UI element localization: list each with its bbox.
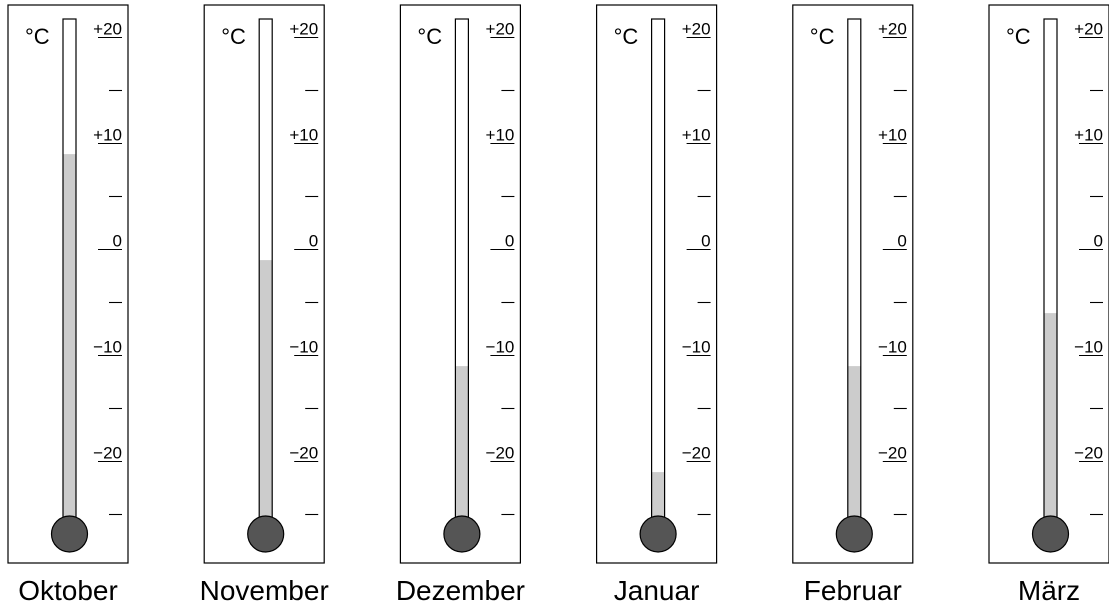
- tick-label: 0: [897, 232, 906, 251]
- month-label: Oktober: [18, 575, 118, 606]
- tick-label: −20: [1074, 444, 1103, 463]
- thermometer-dezember: °C +20 +10 0 −10 −20 Dezember: [396, 4, 525, 606]
- tick-label: −10: [878, 338, 907, 357]
- tick-label: +20: [1074, 20, 1103, 39]
- unit-label: °C: [25, 24, 50, 49]
- month-label: Februar: [804, 575, 902, 606]
- tick-label: +20: [682, 20, 711, 39]
- liquid-column: [847, 366, 861, 529]
- tick-label: −20: [289, 444, 318, 463]
- unit-label: °C: [810, 24, 835, 49]
- tick-label: −10: [486, 338, 515, 357]
- thermometer-januar: °C +20 +10 0 −10 −20 Januar: [595, 4, 718, 606]
- liquid-column: [455, 366, 469, 529]
- month-label: November: [200, 575, 329, 606]
- unit-label: °C: [614, 24, 639, 49]
- tick-label: −20: [93, 444, 122, 463]
- tick-label: 0: [701, 232, 710, 251]
- tick-label: −20: [486, 444, 515, 463]
- tick-label: +10: [682, 126, 711, 145]
- tick-label: −10: [93, 338, 122, 357]
- liquid-column: [259, 260, 273, 529]
- liquid-column: [651, 472, 665, 529]
- liquid-column: [1044, 313, 1057, 529]
- tick-label: +20: [486, 20, 515, 39]
- tick-label: −20: [682, 444, 711, 463]
- tick-label: +10: [486, 126, 515, 145]
- tick-label: −10: [1074, 338, 1103, 357]
- tick-label: 0: [505, 232, 514, 251]
- tick-label: +10: [93, 126, 122, 145]
- thermometer-november: °C +20 +10 0 −10 −20 November: [200, 4, 329, 606]
- bulb: [639, 515, 677, 553]
- tick-label: −10: [289, 338, 318, 357]
- tick-label: 0: [113, 232, 122, 251]
- tick-label: +10: [289, 126, 318, 145]
- unit-label: °C: [417, 24, 442, 49]
- tick-label: 0: [309, 232, 318, 251]
- month-label: März: [1018, 575, 1080, 606]
- tick-label: −10: [682, 338, 711, 357]
- thermometer-oktober: °C +20 +10 0 −10 −20 Oktober: [7, 4, 129, 606]
- unit-label: °C: [1006, 24, 1031, 49]
- tick-label: +20: [93, 20, 122, 39]
- bulb: [443, 515, 481, 553]
- tick-label: +20: [878, 20, 907, 39]
- thermometer-frame: [595, 4, 718, 564]
- tick-label: +20: [289, 20, 318, 39]
- tick-label: +10: [878, 126, 907, 145]
- month-label: Dezember: [396, 575, 525, 606]
- tick-label: +10: [1074, 126, 1103, 145]
- bulb: [50, 515, 89, 553]
- bulb: [1031, 515, 1070, 553]
- unit-label: °C: [221, 24, 246, 49]
- tick-label: 0: [1094, 232, 1103, 251]
- thermometer-maerz: °C +20 +10 0 −10 −20 März: [988, 4, 1109, 606]
- bulb: [247, 515, 285, 553]
- liquid-column: [63, 154, 76, 529]
- thermometer-februar: °C +20 +10 0 −10 −20 Februar: [792, 4, 914, 606]
- month-label: Januar: [614, 575, 700, 606]
- tick-label: −20: [878, 444, 907, 463]
- bulb: [835, 515, 873, 553]
